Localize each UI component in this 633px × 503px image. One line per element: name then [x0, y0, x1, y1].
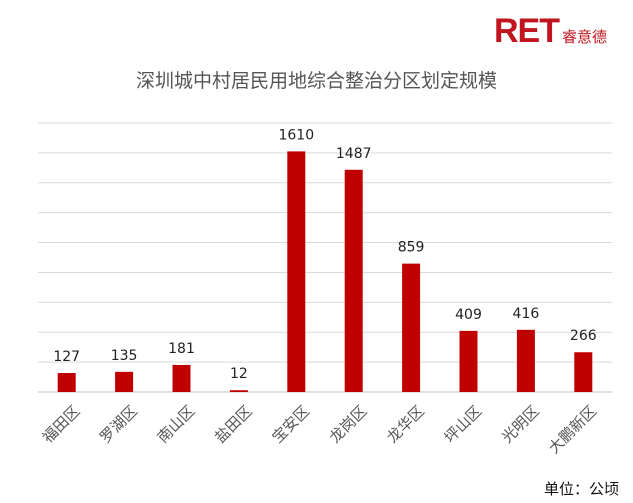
bar-5: [287, 151, 306, 392]
brand-logo: RET 睿意德: [494, 14, 607, 48]
brand-mark: RET: [493, 12, 560, 50]
data-label: 181: [168, 341, 195, 357]
unit-label: 单位：公顷: [543, 480, 619, 498]
x-tick-label: 大鹏新区: [545, 402, 600, 457]
data-label: 12: [230, 366, 248, 382]
x-tick-label: 福田区: [39, 402, 84, 447]
data-label: 859: [398, 240, 425, 256]
data-label: 127: [53, 349, 80, 365]
x-tick-label: 坪山区: [441, 402, 486, 447]
data-label: 266: [570, 328, 597, 344]
bar-2: [115, 371, 134, 392]
chart-title: 深圳城中村居民用地综合整治分区划定规模: [135, 70, 497, 92]
bar-4: [229, 390, 248, 392]
data-label: 1487: [336, 146, 372, 162]
x-tick-label: 南山区: [154, 402, 199, 447]
x-tick-label: 盐田区: [211, 402, 256, 447]
x-tick-label: 宝安区: [268, 402, 313, 447]
x-tick-label: 龙华区: [383, 402, 428, 447]
x-tick-label: 光明区: [498, 402, 543, 447]
bar-9: [516, 329, 535, 392]
data-label: 409: [455, 307, 482, 323]
bar-7: [402, 263, 421, 392]
bar-8: [459, 330, 478, 392]
data-label: 1610: [278, 127, 314, 143]
brand-name: 睿意德: [561, 28, 607, 46]
bar-3: [172, 364, 191, 392]
bar-10: [574, 352, 593, 392]
data-label: 135: [111, 348, 138, 364]
bar-6: [344, 169, 363, 392]
x-tick-label: 罗湖区: [96, 402, 141, 447]
data-label: 416: [513, 306, 540, 322]
x-tick-label: 龙岗区: [326, 402, 371, 447]
bar-1: [57, 373, 76, 392]
